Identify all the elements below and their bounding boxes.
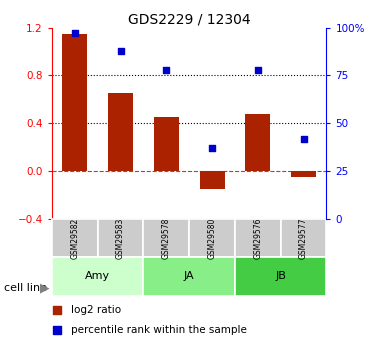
Text: GSM29583: GSM29583 bbox=[116, 217, 125, 259]
Bar bbox=[144, 219, 189, 257]
Bar bbox=[144, 257, 235, 296]
Title: GDS2229 / 12304: GDS2229 / 12304 bbox=[128, 12, 250, 27]
Bar bbox=[235, 257, 326, 296]
Text: GSM29578: GSM29578 bbox=[162, 217, 171, 259]
Bar bbox=[52, 219, 98, 257]
Text: cell line: cell line bbox=[4, 283, 47, 293]
Text: JB: JB bbox=[275, 272, 286, 282]
Text: Amy: Amy bbox=[85, 272, 110, 282]
Bar bbox=[154, 117, 179, 171]
Point bbox=[72, 31, 78, 36]
Bar bbox=[108, 93, 133, 171]
Bar bbox=[52, 257, 144, 296]
Point bbox=[255, 67, 261, 72]
Text: GSM29580: GSM29580 bbox=[208, 217, 217, 259]
Bar bbox=[189, 219, 235, 257]
Text: GSM29577: GSM29577 bbox=[299, 217, 308, 259]
Point bbox=[236, 63, 242, 68]
Text: ▶: ▶ bbox=[40, 282, 50, 295]
Bar bbox=[200, 171, 225, 189]
Point bbox=[236, 237, 242, 242]
Text: log2 ratio: log2 ratio bbox=[71, 305, 121, 315]
Bar bbox=[98, 219, 144, 257]
Text: percentile rank within the sample: percentile rank within the sample bbox=[71, 325, 247, 335]
Text: JA: JA bbox=[184, 272, 194, 282]
Bar bbox=[245, 114, 270, 171]
Bar bbox=[281, 219, 326, 257]
Bar bbox=[62, 33, 88, 171]
Point bbox=[163, 67, 169, 72]
Bar bbox=[291, 171, 316, 177]
Point bbox=[118, 48, 124, 53]
Point bbox=[301, 136, 306, 141]
Text: GSM29582: GSM29582 bbox=[70, 217, 79, 259]
Text: GSM29576: GSM29576 bbox=[253, 217, 262, 259]
Point bbox=[209, 146, 215, 151]
Bar bbox=[235, 219, 281, 257]
